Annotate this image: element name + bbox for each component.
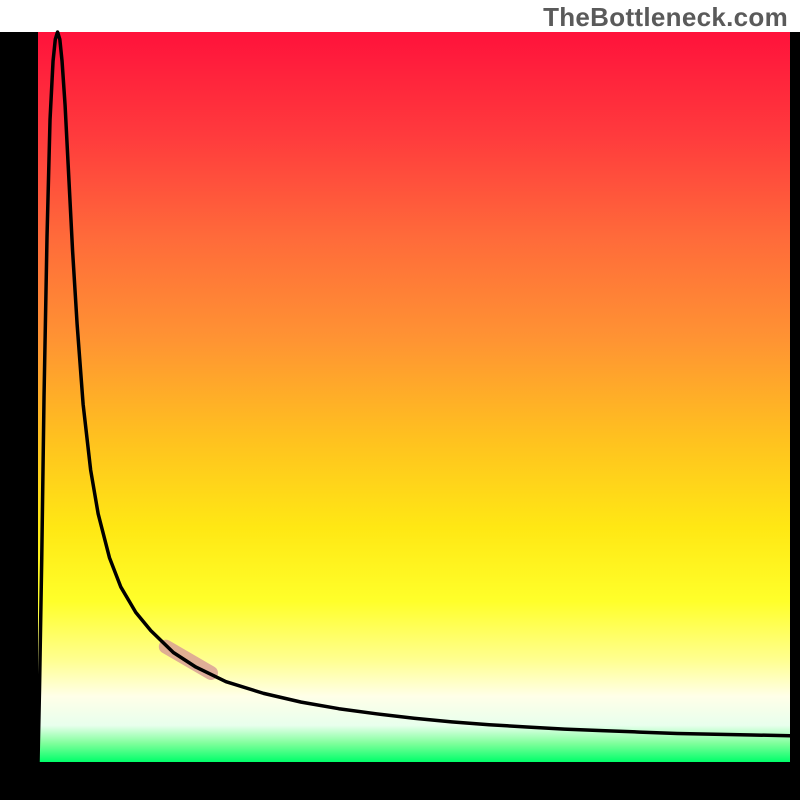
chart-container: { "brand": { "text": "TheBottleneck.com"… <box>0 0 800 800</box>
plot-background <box>38 32 790 762</box>
chart-svg <box>0 0 800 800</box>
frame-right <box>790 32 800 800</box>
frame-left <box>0 32 38 800</box>
frame-bottom <box>0 762 800 800</box>
